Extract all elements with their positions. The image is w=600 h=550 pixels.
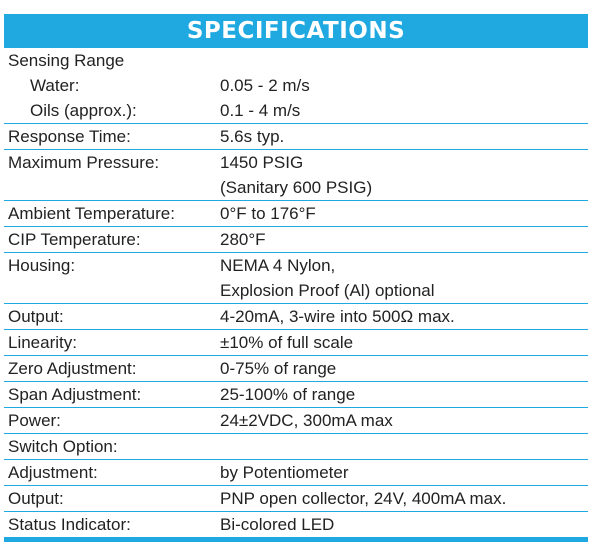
spec-row-maximum-pressure: Maximum Pressure: 1450 PSIG (Sanitary 60… xyxy=(4,150,588,201)
spec-label: Power: xyxy=(8,411,61,430)
spec-label: Output: xyxy=(8,489,64,508)
spec-value-line-1: 1450 PSIG xyxy=(220,153,304,172)
spec-value: 25-100% of range xyxy=(220,385,356,404)
spec-value: 24±2VDC, 300mA max xyxy=(220,411,393,430)
spec-row-oils: Oils (approx.): 0.1 - 4 m/s xyxy=(4,98,588,124)
specifications-panel: SPECIFICATIONS Sensing Range Water: 0.05… xyxy=(4,14,588,542)
spec-label: Response Time: xyxy=(8,127,131,146)
bottom-rule xyxy=(4,537,588,542)
specifications-header: SPECIFICATIONS xyxy=(4,14,588,48)
spec-value-line-1: NEMA 4 Nylon, xyxy=(220,256,336,275)
spec-value: by Potentiometer xyxy=(220,463,349,482)
spec-label: Status Indicator: xyxy=(8,515,131,534)
spec-row-sensing-range: Sensing Range xyxy=(4,48,588,73)
spec-value: 5.6s typ. xyxy=(220,127,285,146)
spec-row-switch-option: Switch Option: xyxy=(4,434,588,460)
spec-value: 0-75% of range xyxy=(220,359,337,378)
spec-value: ±10% of full scale xyxy=(220,333,354,352)
spec-label: Ambient Temperature: xyxy=(8,204,175,223)
spec-value: 1450 PSIG (Sanitary 600 PSIG) xyxy=(212,150,588,201)
spec-label: Housing: xyxy=(8,256,76,275)
spec-label: Span Adjustment: xyxy=(8,385,142,404)
spec-label: Water: xyxy=(30,76,80,95)
spec-label: CIP Temperature: xyxy=(8,230,141,249)
spec-label: Switch Option: xyxy=(8,437,118,456)
spec-row-output: Output: 4-20mA, 3-wire into 500Ω max. xyxy=(4,304,588,330)
spec-value xyxy=(212,48,588,73)
spec-row-zero-adjustment: Zero Adjustment: 0-75% of range xyxy=(4,356,588,382)
spec-label: Oils (approx.): xyxy=(30,101,137,120)
spec-value xyxy=(212,434,588,460)
spec-row-response-time: Response Time: 5.6s typ. xyxy=(4,124,588,150)
spec-row-adjustment: Adjustment: by Potentiometer xyxy=(4,460,588,486)
spec-row-water: Water: 0.05 - 2 m/s xyxy=(4,73,588,98)
spec-value: 0.1 - 4 m/s xyxy=(220,101,301,120)
spec-label: Zero Adjustment: xyxy=(8,359,137,378)
spec-row-span-adjustment: Span Adjustment: 25-100% of range xyxy=(4,382,588,408)
spec-value: 4-20mA, 3-wire into 500Ω max. xyxy=(220,307,455,326)
spec-row-housing: Housing: NEMA 4 Nylon, Explosion Proof (… xyxy=(4,253,588,304)
spec-value: NEMA 4 Nylon, Explosion Proof (Al) optio… xyxy=(212,253,588,304)
spec-value: 0°F to 176°F xyxy=(220,204,316,223)
spec-label: Maximum Pressure: xyxy=(8,153,160,172)
spec-row-cip-temperature: CIP Temperature: 280°F xyxy=(4,227,588,253)
spec-value-line-2: (Sanitary 600 PSIG) xyxy=(220,178,373,197)
spec-value: PNP open collector, 24V, 400mA max. xyxy=(220,489,507,508)
spec-row-linearity: Linearity: ±10% of full scale xyxy=(4,330,588,356)
spec-value: 280°F xyxy=(220,230,266,249)
spec-row-status-indicator: Status Indicator: Bi-colored LED xyxy=(4,512,588,538)
spec-row-switch-output: Output: PNP open collector, 24V, 400mA m… xyxy=(4,486,588,512)
spec-row-ambient-temperature: Ambient Temperature: 0°F to 176°F xyxy=(4,201,588,227)
spec-label: Sensing Range xyxy=(8,51,125,70)
spec-label: Output: xyxy=(8,307,64,326)
spec-row-power: Power: 24±2VDC, 300mA max xyxy=(4,408,588,434)
spec-value-line-2: Explosion Proof (Al) optional xyxy=(220,281,435,300)
spec-label: Linearity: xyxy=(8,333,77,352)
spec-value: 0.05 - 2 m/s xyxy=(220,76,310,95)
spec-value: Bi-colored LED xyxy=(220,515,335,534)
specifications-table: Sensing Range Water: 0.05 - 2 m/s Oils (… xyxy=(4,48,588,537)
spec-label: Adjustment: xyxy=(8,463,98,482)
